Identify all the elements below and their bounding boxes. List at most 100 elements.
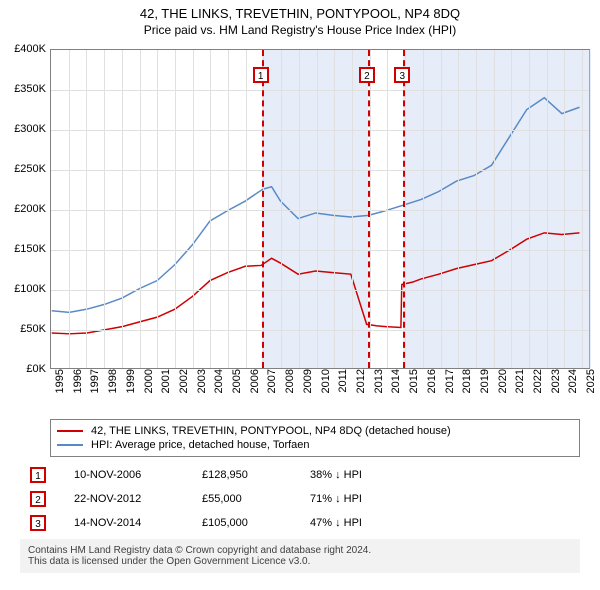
y-tick-label: £200K bbox=[0, 203, 46, 215]
legend-swatch bbox=[57, 430, 83, 432]
gridline-v bbox=[210, 50, 211, 368]
sale-date: 10-NOV-2006 bbox=[74, 469, 174, 481]
sale-marker-box: 3 bbox=[394, 67, 410, 83]
chart-container: 42, THE LINKS, TREVETHIN, PONTYPOOL, NP4… bbox=[0, 0, 600, 573]
gridline-v bbox=[494, 50, 495, 368]
x-tick-label: 2017 bbox=[444, 369, 456, 409]
y-tick-label: £400K bbox=[0, 43, 46, 55]
y-tick-label: £50K bbox=[0, 323, 46, 335]
x-tick-label: 2008 bbox=[284, 369, 296, 409]
sale-index-box: 3 bbox=[30, 515, 46, 531]
gridline-v bbox=[476, 50, 477, 368]
x-tick-label: 2007 bbox=[266, 369, 278, 409]
sale-price: £105,000 bbox=[202, 517, 282, 529]
plot-area bbox=[50, 49, 590, 369]
x-tick-label: 1996 bbox=[72, 369, 84, 409]
sale-price: £55,000 bbox=[202, 493, 282, 505]
footer-line-2: This data is licensed under the Open Gov… bbox=[28, 556, 572, 567]
x-tick-label: 2013 bbox=[373, 369, 385, 409]
series-property bbox=[52, 233, 580, 334]
sale-index-box: 2 bbox=[30, 491, 46, 507]
gridline-v bbox=[511, 50, 512, 368]
title-block: 42, THE LINKS, TREVETHIN, PONTYPOOL, NP4… bbox=[0, 0, 600, 39]
title-subtitle: Price paid vs. HM Land Registry's House … bbox=[0, 23, 600, 37]
title-address: 42, THE LINKS, TREVETHIN, PONTYPOOL, NP4… bbox=[0, 6, 600, 21]
gridline-v bbox=[582, 50, 583, 368]
y-tick-label: £150K bbox=[0, 243, 46, 255]
sale-diff: 47% ↓ HPI bbox=[310, 517, 390, 529]
gridline-v bbox=[529, 50, 530, 368]
y-tick-label: £250K bbox=[0, 163, 46, 175]
sale-diff: 71% ↓ HPI bbox=[310, 493, 390, 505]
x-tick-label: 2023 bbox=[550, 369, 562, 409]
x-tick-label: 1997 bbox=[89, 369, 101, 409]
x-tick-label: 2016 bbox=[426, 369, 438, 409]
x-tick-label: 2024 bbox=[567, 369, 579, 409]
sale-row: 2 22-NOV-2012 £55,000 71% ↓ HPI bbox=[20, 487, 580, 511]
x-tick-label: 2022 bbox=[532, 369, 544, 409]
x-tick-label: 2014 bbox=[390, 369, 402, 409]
gridline-v bbox=[299, 50, 300, 368]
sale-date: 22-NOV-2012 bbox=[74, 493, 174, 505]
y-tick-label: £100K bbox=[0, 283, 46, 295]
sale-marker-box: 1 bbox=[253, 67, 269, 83]
x-tick-label: 2021 bbox=[514, 369, 526, 409]
sale-marker-box: 2 bbox=[359, 67, 375, 83]
chart-area: £0K £50K £100K £150K £200K £250K £300K £350K £40… bbox=[0, 39, 600, 419]
x-tick-label: 2009 bbox=[302, 369, 314, 409]
gridline-v bbox=[387, 50, 388, 368]
sale-date: 14-NOV-2014 bbox=[74, 517, 174, 529]
gridline-v bbox=[104, 50, 105, 368]
x-tick-label: 2002 bbox=[178, 369, 190, 409]
gridline-v bbox=[547, 50, 548, 368]
x-tick-label: 2012 bbox=[355, 369, 367, 409]
gridline-v bbox=[122, 50, 123, 368]
gridline-v bbox=[352, 50, 353, 368]
gridline-v bbox=[423, 50, 424, 368]
x-tick-label: 2020 bbox=[497, 369, 509, 409]
x-tick-label: 2005 bbox=[231, 369, 243, 409]
legend-item: HPI: Average price, detached house, Torf… bbox=[57, 438, 573, 452]
x-tick-label: 1995 bbox=[54, 369, 66, 409]
gridline-v bbox=[157, 50, 158, 368]
x-tick-label: 2015 bbox=[408, 369, 420, 409]
gridline-v bbox=[140, 50, 141, 368]
y-tick-label: £300K bbox=[0, 123, 46, 135]
y-tick-label: £0K bbox=[0, 363, 46, 375]
x-tick-label: 1999 bbox=[125, 369, 137, 409]
gridline-v bbox=[334, 50, 335, 368]
sale-row: 3 14-NOV-2014 £105,000 47% ↓ HPI bbox=[20, 511, 580, 535]
sale-diff: 38% ↓ HPI bbox=[310, 469, 390, 481]
gridline-v bbox=[564, 50, 565, 368]
y-tick-label: £350K bbox=[0, 83, 46, 95]
gridline-h bbox=[51, 290, 589, 291]
legend-item: 42, THE LINKS, TREVETHIN, PONTYPOOL, NP4… bbox=[57, 424, 573, 438]
x-tick-label: 2004 bbox=[213, 369, 225, 409]
gridline-h bbox=[51, 90, 589, 91]
gridline-h bbox=[51, 210, 589, 211]
gridline-v bbox=[281, 50, 282, 368]
x-tick-label: 1998 bbox=[107, 369, 119, 409]
legend: 42, THE LINKS, TREVETHIN, PONTYPOOL, NP4… bbox=[50, 419, 580, 457]
footer-line-1: Contains HM Land Registry data © Crown c… bbox=[28, 545, 572, 556]
legend-label: 42, THE LINKS, TREVETHIN, PONTYPOOL, NP4… bbox=[91, 425, 451, 437]
sales-table: 1 10-NOV-2006 £128,950 38% ↓ HPI 2 22-NOV-201… bbox=[20, 463, 580, 535]
x-tick-label: 2001 bbox=[160, 369, 172, 409]
gridline-v bbox=[86, 50, 87, 368]
x-tick-label: 2019 bbox=[479, 369, 491, 409]
sale-row: 1 10-NOV-2006 £128,950 38% ↓ HPI bbox=[20, 463, 580, 487]
x-tick-label: 2018 bbox=[461, 369, 473, 409]
gridline-v bbox=[228, 50, 229, 368]
gridline-v bbox=[458, 50, 459, 368]
footer-attribution: Contains HM Land Registry data © Crown c… bbox=[20, 539, 580, 573]
sale-price: £128,950 bbox=[202, 469, 282, 481]
gridline-v bbox=[193, 50, 194, 368]
sale-index-box: 1 bbox=[30, 467, 46, 483]
x-tick-label: 2025 bbox=[585, 369, 597, 409]
gridline-v bbox=[246, 50, 247, 368]
gridline-v bbox=[317, 50, 318, 368]
gridline-h bbox=[51, 330, 589, 331]
line-series-svg bbox=[51, 50, 589, 368]
gridline-h bbox=[51, 250, 589, 251]
legend-label: HPI: Average price, detached house, Torf… bbox=[91, 439, 310, 451]
